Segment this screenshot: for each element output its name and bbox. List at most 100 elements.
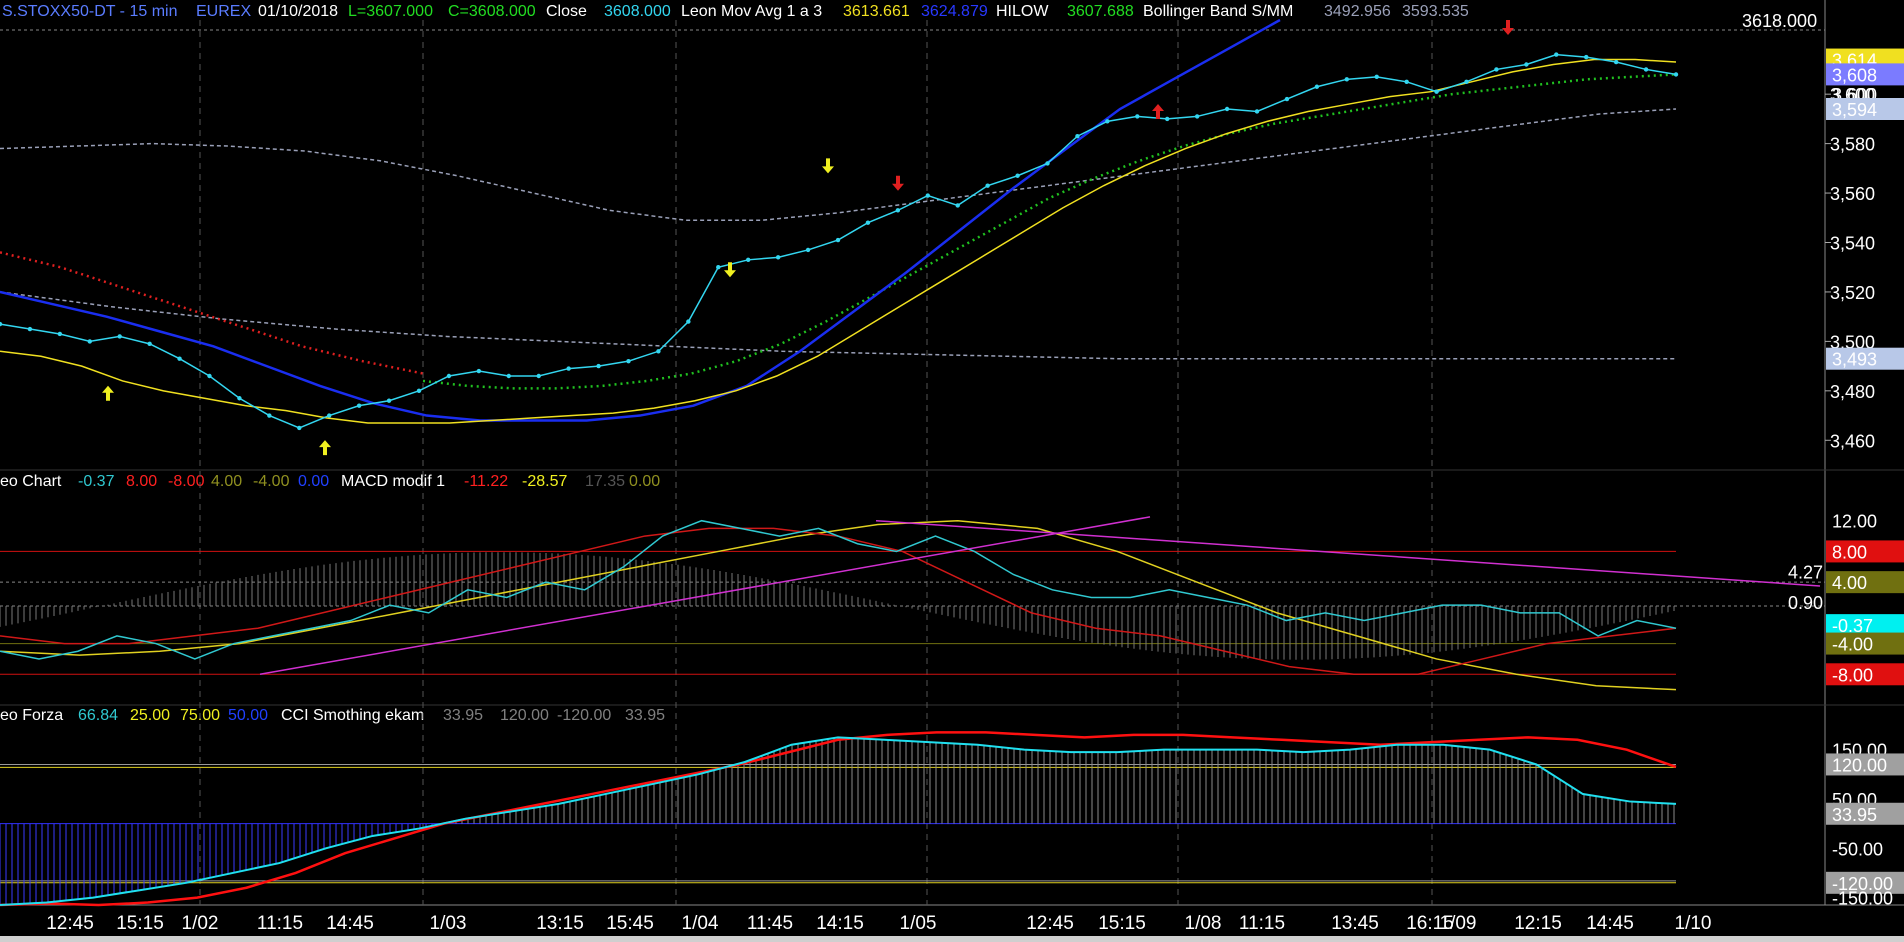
time-label-5: 1/03 [430, 913, 467, 934]
leon-blue-line [0, 18, 1281, 422]
macd-yellow-line [0, 519, 1677, 691]
close-eq-label: C=3608.000 [448, 3, 536, 20]
time-label-9: 11:45 [747, 913, 793, 934]
price-point-12 [356, 403, 362, 408]
macd-tag-1: 8.00 [1832, 542, 1867, 562]
price-point-26 [775, 255, 781, 260]
price-point-33 [985, 183, 990, 188]
macd-title: MACD modif 1 [341, 473, 445, 490]
bollinger-title: Bollinger Band S/MM [1143, 3, 1293, 20]
price-point-45 [1344, 77, 1349, 82]
cci-red-line [0, 731, 1677, 907]
cci-header: eo Forza 66.84 25.00 75.00 50.00 CCI Smo… [0, 707, 665, 724]
price-point-7 [207, 373, 212, 379]
time-label-12: 12:45 [1026, 913, 1074, 934]
leon-value-2: 3624.879 [921, 3, 988, 20]
macd-v4: 0.00 [629, 473, 660, 490]
cci-tag-bg-5 [1826, 871, 1904, 894]
price-point-40 [1194, 114, 1200, 119]
bollinger-value-1: 3492.956 [1324, 3, 1391, 20]
cci-tag-4: -50.00 [1832, 839, 1883, 859]
symbol-label: S.STOXX50-DT - 15 min [2, 3, 177, 20]
axis-layer: 3,4603,4803,5003,5203,5403,5603,5803,600… [46, 48, 1904, 934]
price-point-23 [686, 319, 691, 324]
signal-arrow-4 [892, 175, 904, 191]
price-point-11 [327, 413, 332, 418]
bollinger-value-2: 3593.535 [1402, 3, 1469, 20]
time-label-20: 14:45 [1586, 913, 1634, 934]
price-point-50 [1494, 67, 1499, 72]
macd-v3: 17.35 [585, 473, 625, 490]
macd-tag-bg-7 [1826, 663, 1904, 686]
close-value: 3608.000 [604, 3, 671, 20]
price-point-17 [506, 373, 511, 379]
macd-tag-bg-1 [1826, 540, 1904, 563]
price-point-0 [0, 321, 3, 327]
cci-cyan-line [0, 736, 1677, 906]
time-label-21: 1/10 [1675, 913, 1712, 934]
red-dotted-line [0, 251, 424, 375]
panel2-v3: -8.00 [168, 473, 205, 490]
main-header: S.STOXX50-DT - 15 min EUREX 01/10/2018 L… [2, 3, 1817, 31]
panel2-v6: 0.00 [298, 473, 329, 490]
price-point-36 [1075, 133, 1080, 139]
hilow-title: HILOW [996, 3, 1049, 20]
time-label-10: 14:15 [816, 913, 864, 934]
price-point-13 [386, 398, 392, 403]
macd-trendline-down [875, 519, 1821, 587]
low-label: L=3607.000 [348, 3, 433, 20]
time-label-2: 1/02 [182, 913, 219, 934]
price-point-25 [746, 257, 751, 263]
price-tag-bg-3 [1826, 98, 1904, 120]
time-label-0: 12:45 [46, 913, 94, 934]
leon-title: Leon Mov Avg 1 a 3 [681, 3, 822, 20]
price-point-29 [865, 220, 871, 225]
price-point-5 [147, 341, 152, 347]
panel2-v5: -4.00 [253, 473, 290, 490]
price-point-44 [1314, 84, 1320, 89]
cci-v1: 33.95 [443, 707, 483, 724]
price-tag-4: 3,493 [1832, 350, 1877, 370]
price-tick-3: 3,520 [1830, 283, 1875, 303]
time-label-11: 1/05 [900, 913, 937, 934]
price-point-34 [1015, 173, 1020, 178]
close-title: Close [546, 3, 587, 20]
time-label-14: 1/08 [1185, 913, 1222, 934]
price-point-19 [566, 366, 571, 371]
price-point-53 [1584, 54, 1589, 60]
macd-trendline-up [259, 516, 1151, 676]
price-point-31 [925, 193, 930, 198]
price-point-30 [895, 208, 901, 213]
status-strip [0, 936, 1904, 942]
series-layer [0, 18, 1821, 907]
price-point-8 [237, 396, 242, 401]
price-point-42 [1254, 109, 1260, 114]
price-point-51 [1524, 62, 1529, 67]
macd-tag-7: -8.00 [1832, 665, 1873, 685]
cci-v3: -120.00 [557, 707, 611, 724]
signal-arrow-6 [1502, 19, 1514, 35]
signal-arrow-0 [102, 385, 114, 401]
price-tick-1: 3,480 [1830, 382, 1875, 402]
signal-arrow-2 [724, 262, 736, 278]
macd-tag-bg-3 [1826, 571, 1904, 594]
price-point-32 [955, 203, 960, 208]
hilow-line [422, 73, 1677, 390]
time-label-3: 11:15 [257, 913, 303, 934]
macd-tag-6: -4.00 [1832, 635, 1873, 655]
time-label-6: 13:15 [536, 913, 584, 934]
macd-tag-4: 0.90 [1788, 593, 1823, 613]
macd-header: eo Chart -0.37 8.00 -8.00 4.00 -4.00 0.0… [0, 473, 660, 490]
price-point-49 [1464, 79, 1469, 85]
date-label: 01/10/2018 [258, 3, 338, 20]
panel2-v2: 8.00 [126, 473, 157, 490]
panel2-v4: 4.00 [211, 473, 242, 490]
macd-v1: -11.22 [464, 473, 508, 490]
cci-title: CCI Smothing ekam [281, 707, 424, 724]
cci-v4: 33.95 [625, 707, 665, 724]
price-point-9 [267, 413, 272, 418]
price-point-28 [835, 237, 841, 243]
price-tick-5: 3,560 [1830, 184, 1875, 204]
macd-tag-0: 12.00 [1832, 512, 1877, 532]
